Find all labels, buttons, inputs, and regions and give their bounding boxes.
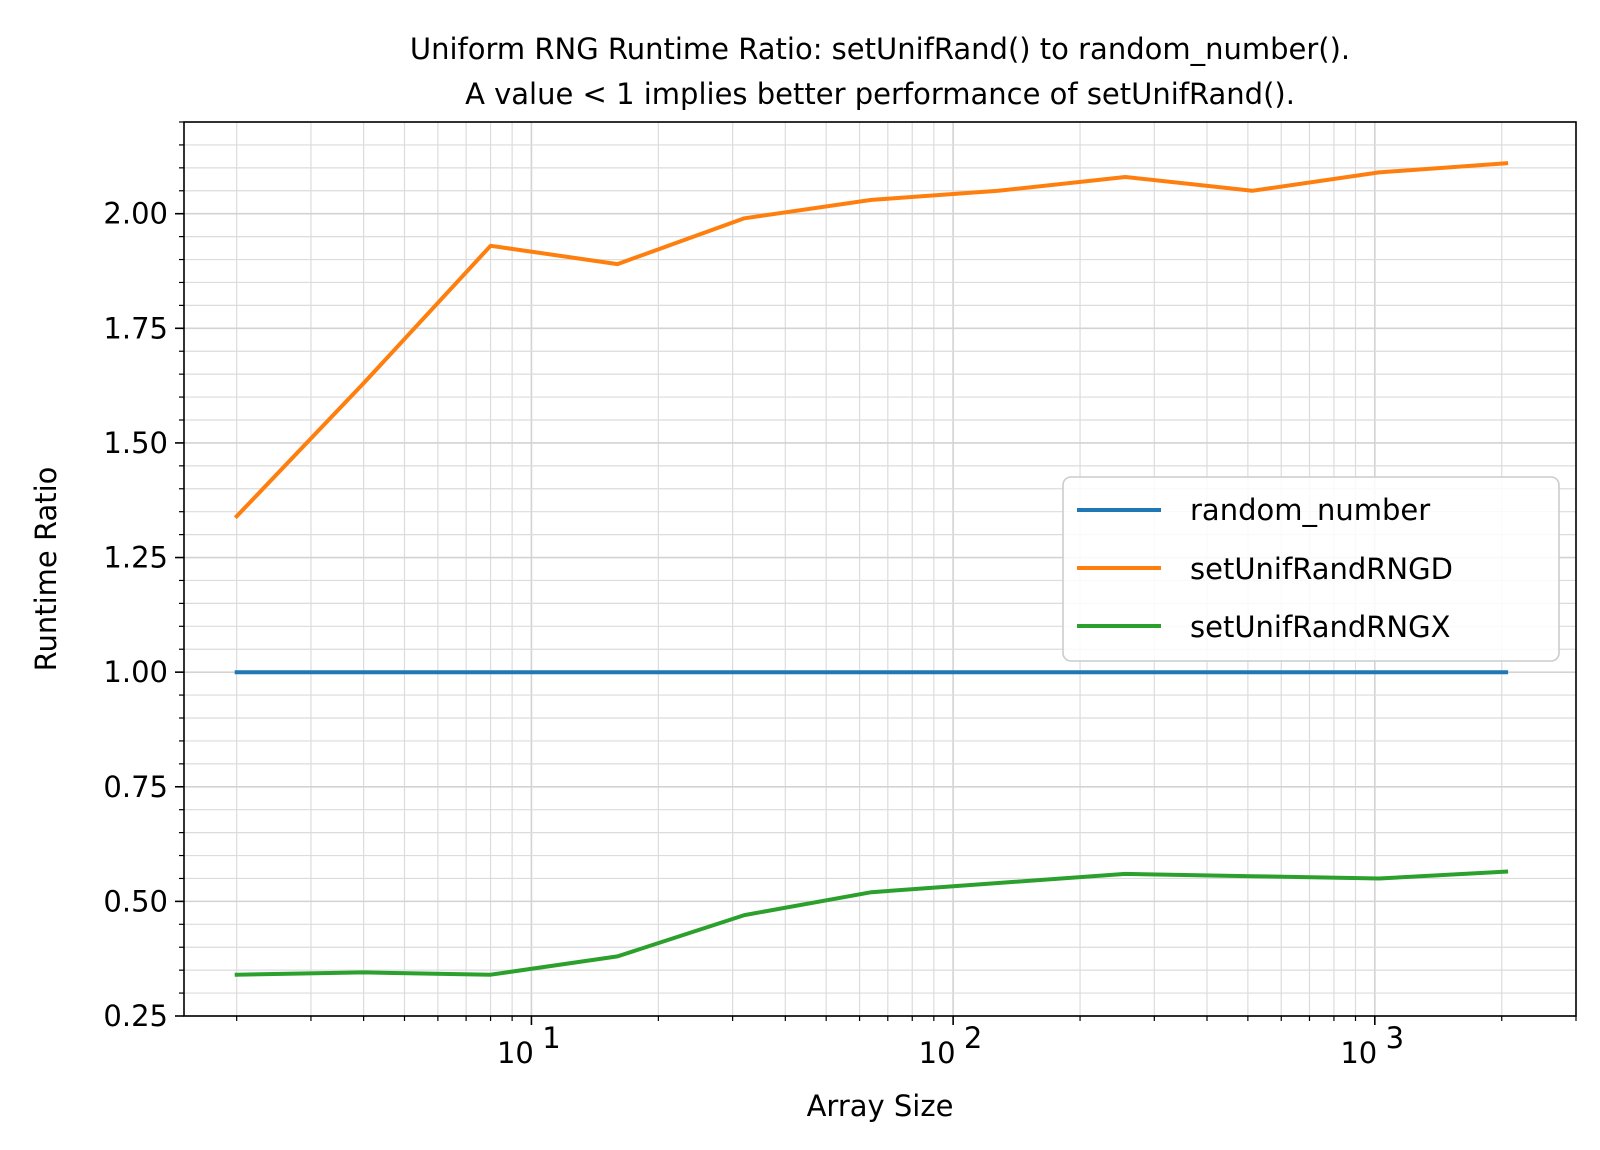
y-tick-label: 1.25 <box>103 541 168 575</box>
legend-label-random-number: random_number <box>1190 493 1430 527</box>
ticks <box>175 121 1577 1025</box>
series-line-setunifrandrngx <box>234 869 1509 977</box>
y-tick-label: 1.50 <box>103 426 168 460</box>
y-axis-label: Runtime Ratio <box>29 467 63 672</box>
legend-label-setunifrandrngd: setUnifRandRNGD <box>1190 552 1453 586</box>
x-tick-label-exponent: 3 <box>1386 1021 1404 1055</box>
series-line-setunifrandrngd <box>233 161 1509 520</box>
series-layer <box>233 161 1509 977</box>
legend-box <box>1062 476 1560 662</box>
y-tick-label: 2.00 <box>103 197 168 231</box>
x-tick-label: 10 <box>1340 1036 1377 1070</box>
y-tick-label: 0.75 <box>103 770 168 804</box>
legend: random_number setUnifRandRNGD setUnifRan… <box>1062 476 1560 662</box>
x-tick-label-exponent: 2 <box>964 1021 982 1055</box>
x-tick-label-exponent: 1 <box>542 1021 560 1055</box>
y-tick-label: 1.75 <box>103 311 168 345</box>
y-tick-label: 0.25 <box>103 999 168 1033</box>
x-axis-label: Array Size <box>807 1089 954 1123</box>
y-tick-label: 0.50 <box>103 884 168 918</box>
x-tick-label: 10 <box>497 1036 534 1070</box>
chart-title-line-2: A value < 1 implies better performance o… <box>465 77 1295 111</box>
legend-label-setunifrandrngx: setUnifRandRNGX <box>1190 610 1450 644</box>
plot-frame <box>183 121 1577 1017</box>
chart-title-line-1: Uniform RNG Runtime Ratio: setUnifRand()… <box>410 32 1350 66</box>
x-tick-labels: 10 1 10 2 10 3 <box>497 1021 1404 1070</box>
y-tick-labels: 0.25 0.50 0.75 1.00 1.25 1.50 1.75 2.00 <box>103 197 168 1033</box>
x-tick-label: 10 <box>919 1036 956 1070</box>
y-tick-label: 1.00 <box>103 655 168 689</box>
